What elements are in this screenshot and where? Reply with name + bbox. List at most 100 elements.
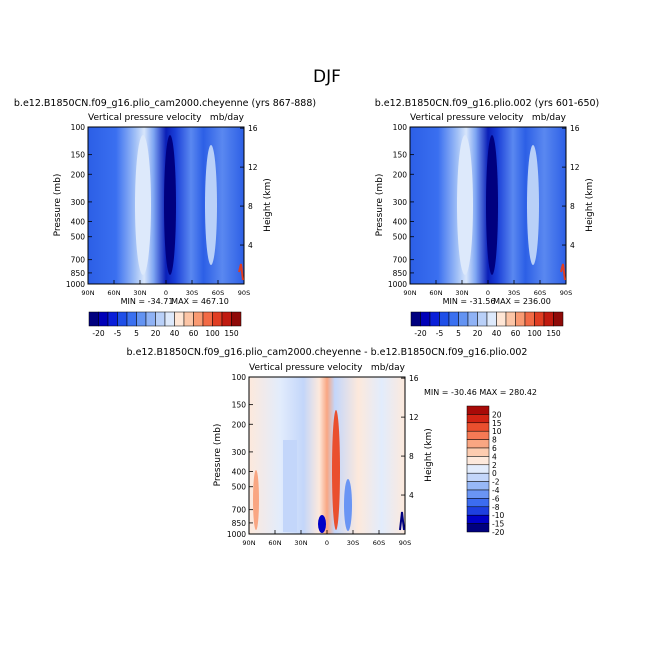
colorbar-label: 20 <box>151 329 161 338</box>
ytick-label: 1000 <box>227 530 246 539</box>
colorbar-swatch <box>466 447 490 457</box>
colorbar-swatch <box>117 311 128 327</box>
xtick-label: 60N <box>429 289 442 297</box>
ytick-label: 150 <box>232 401 247 410</box>
panel-c-yticks-right: 16 12 8 4 <box>401 374 419 500</box>
panel-a-subtropical-descent <box>135 135 151 275</box>
panel-plio002: b.e12.B1850CN.f09_g16.plio.002 (yrs 601-… <box>375 98 600 338</box>
colorbar-label: -5 <box>436 329 444 338</box>
colorbar-swatch <box>477 311 488 327</box>
ytick-label: 200 <box>71 170 86 179</box>
xtick-label: 60N <box>107 289 120 297</box>
colorbar-swatch <box>231 311 242 327</box>
ytick-label: 1000 <box>66 280 85 289</box>
colorbar-swatch <box>466 498 490 508</box>
ytick-label: 100 <box>71 123 86 132</box>
colorbar-label: 6 <box>492 444 497 453</box>
panel-b-yticks: 100 150 200 300 400 500 700 850 1000 <box>388 123 414 289</box>
ytick-label: 400 <box>71 218 86 227</box>
panel-a-title: b.e12.B1850CN.f09_g16.plio_cam2000.cheye… <box>14 98 316 109</box>
panel-a-max: MAX = 467.10 <box>171 297 229 306</box>
ytick-right-label: 16 <box>409 374 419 383</box>
colorbar-label: 60 <box>511 329 521 338</box>
xtick-label: 90N <box>81 289 94 297</box>
ytick-label: 300 <box>232 448 247 457</box>
page-title: DJF <box>313 67 341 87</box>
panel-b-yticks-right: 16 12 8 4 <box>562 124 580 250</box>
colorbar-label: 15 <box>492 419 502 428</box>
colorbar-label: 100 <box>205 329 220 338</box>
colorbar-swatch <box>466 439 490 449</box>
colorbar-swatch <box>88 311 99 327</box>
colorbar-swatch <box>164 311 175 327</box>
colorbar-swatch <box>98 311 109 327</box>
xtick-label: 90S <box>560 289 572 297</box>
ytick-label: 850 <box>393 269 408 278</box>
panel-b-antarctic-max <box>560 263 566 281</box>
ytick-label: 500 <box>71 233 86 242</box>
xtick-label: 90N <box>403 289 416 297</box>
panel-c-arctic-positive <box>253 470 259 530</box>
panel-c-ylabel-right: Height (km) <box>424 428 434 482</box>
colorbar-swatch <box>466 472 490 482</box>
colorbar-swatch <box>466 523 490 533</box>
panel-c-south-negative <box>344 479 352 531</box>
colorbar-swatch <box>496 311 507 327</box>
panel-b-southern-descent <box>527 145 539 265</box>
colorbar-swatch <box>429 311 440 327</box>
ytick-right-label: 4 <box>248 241 253 250</box>
panel-b-title: b.e12.B1850CN.f09_g16.plio.002 (yrs 601-… <box>375 98 600 109</box>
colorbar-swatch <box>466 422 490 432</box>
ytick-label: 150 <box>393 151 408 160</box>
ytick-label: 200 <box>393 170 408 179</box>
ytick-label: 300 <box>71 198 86 207</box>
panel-a-units: mb/day <box>210 113 245 123</box>
colorbar-label: -2 <box>492 478 500 487</box>
ytick-label: 150 <box>71 151 86 160</box>
panel-a-min: MIN = -34.71 <box>121 297 174 306</box>
panel-a-subtitle: Vertical pressure velocity <box>88 113 202 123</box>
panel-a-ylabel: Pressure (mb) <box>53 174 63 237</box>
colorbar-label: 100 <box>527 329 542 338</box>
ytick-right-label: 8 <box>248 202 253 211</box>
xtick-label: 30S <box>347 539 359 547</box>
panel-a-itcz-ascent <box>164 135 176 275</box>
panel-c-plot <box>248 376 406 535</box>
colorbar-swatch <box>410 311 421 327</box>
ytick-right-label: 4 <box>409 491 414 500</box>
ytick-right-label: 12 <box>248 163 258 172</box>
colorbar-swatch <box>458 311 469 327</box>
colorbar-swatch <box>466 489 490 499</box>
panel-c-antarctic-min <box>399 511 405 531</box>
colorbar-swatch <box>221 311 232 327</box>
colorbar-label: 40 <box>170 329 180 338</box>
colorbar-label: -10 <box>492 511 504 520</box>
xtick-label: 0 <box>486 289 490 297</box>
xtick-label: 0 <box>325 539 329 547</box>
panel-b-ylabel-right: Height (km) <box>585 178 595 232</box>
colorbar-swatch <box>466 506 490 516</box>
colorbar-swatch <box>466 405 490 415</box>
panel-cam2000: b.e12.B1850CN.f09_g16.plio_cam2000.cheye… <box>14 98 316 338</box>
colorbar-swatch <box>466 514 490 524</box>
colorbar-label: 20 <box>473 329 483 338</box>
panel-c-yticks: 100 150 200 300 400 500 700 850 1000 <box>227 373 253 539</box>
colorbar-label: -8 <box>492 503 500 512</box>
colorbar-label: -15 <box>492 520 504 529</box>
colorbar-label: 10 <box>492 427 502 436</box>
ytick-right-label: 12 <box>570 163 580 172</box>
colorbar-swatch <box>466 464 490 474</box>
colorbar-swatch <box>486 311 497 327</box>
colorbar-label: -4 <box>492 486 500 495</box>
ytick-label: 700 <box>232 506 247 515</box>
ytick-label: 400 <box>393 218 408 227</box>
colorbar-label: -20 <box>492 528 504 537</box>
colorbar-label: 150 <box>224 329 239 338</box>
panel-c-units: mb/day <box>371 363 406 373</box>
panel-c-subtitle: Vertical pressure velocity <box>249 363 363 373</box>
colorbar-swatch <box>183 311 194 327</box>
panel-c-nh-negative <box>283 440 297 532</box>
colorbar-label: -5 <box>114 329 122 338</box>
colorbar-swatch <box>505 311 516 327</box>
